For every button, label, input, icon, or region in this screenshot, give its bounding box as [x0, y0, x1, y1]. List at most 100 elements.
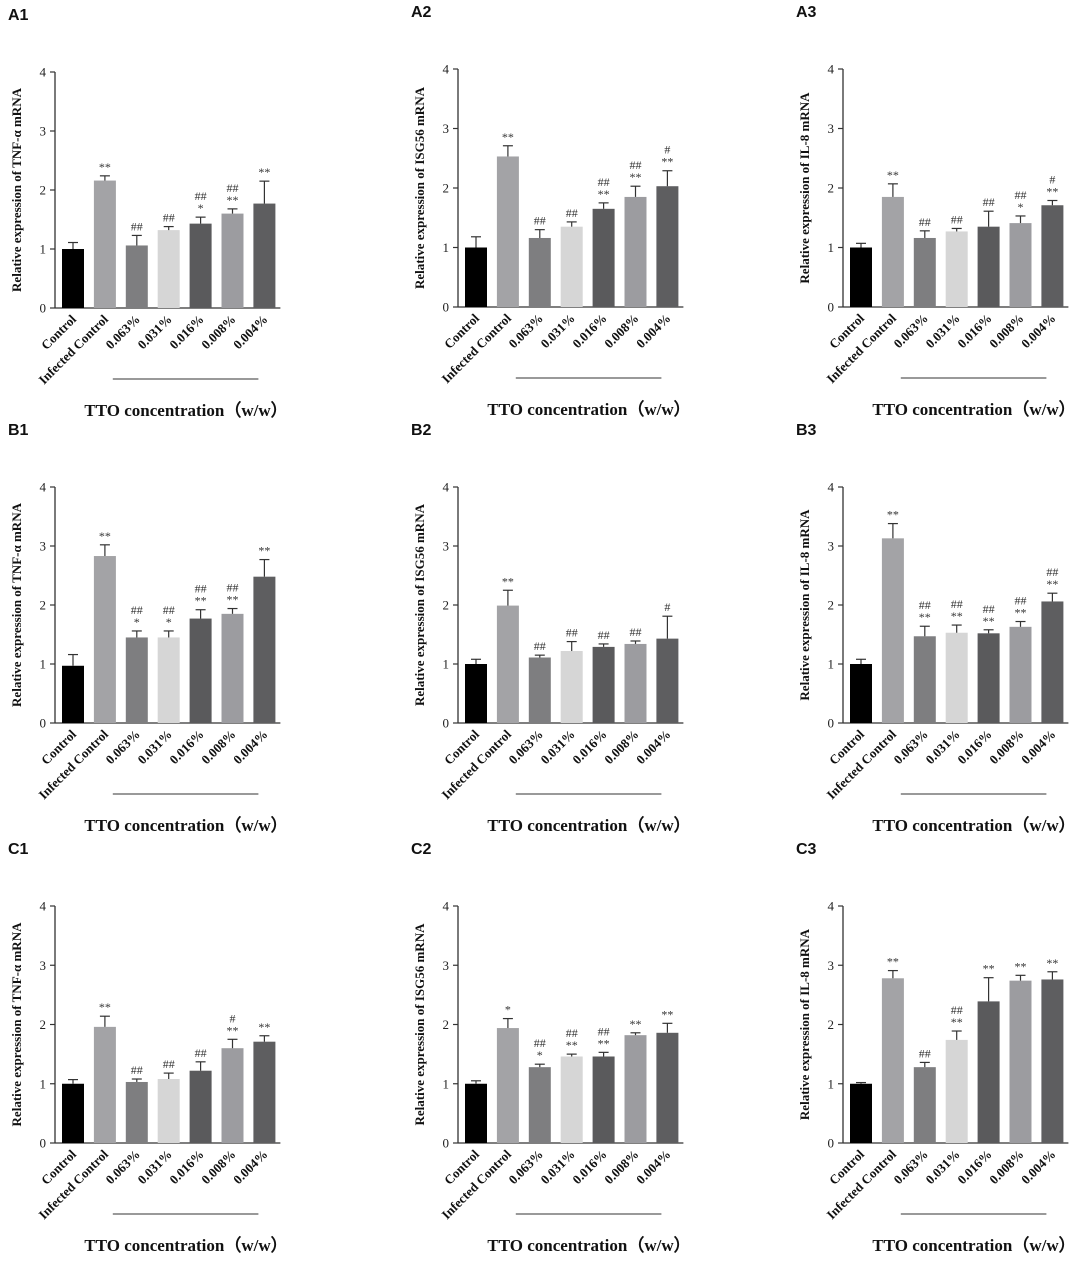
bar	[592, 646, 615, 723]
significance-label: ##	[919, 598, 931, 612]
bar	[913, 636, 936, 723]
y-tick-label: 3	[40, 539, 47, 554]
x-tick-label: 0.031%	[134, 1147, 174, 1187]
significance-label: **	[258, 1020, 270, 1034]
bar	[93, 556, 116, 723]
y-tick-label: 1	[828, 240, 835, 255]
bar	[125, 637, 148, 723]
significance-label: **	[258, 165, 270, 179]
significance-label: *	[166, 615, 172, 629]
y-tick-label: 0	[40, 301, 47, 316]
panel-c2: C2 0 1 2 3 4 Relative expression of ISG56 mRNA…	[411, 841, 691, 1255]
x-tick-label: 0.031%	[922, 311, 962, 351]
y-axis-label: Relative expression of ISG56 mRNA	[412, 503, 427, 706]
y-tick-label: 2	[443, 181, 450, 196]
y-tick-label: 1	[40, 1076, 47, 1091]
panel-b1: B1 0 1 2 3 4 Relative expression of TNF-α mRNA…	[8, 422, 288, 835]
panel-label: A1	[8, 7, 29, 24]
significance-label: **	[919, 610, 931, 624]
significance-label: **	[951, 1015, 963, 1029]
x-axis-title: TTO concentration（w/w）	[84, 400, 287, 420]
x-tick-label: 0.063%	[890, 727, 930, 767]
x-tick-label: 0.004%	[633, 727, 673, 767]
bar	[253, 1041, 276, 1143]
significance-label: #	[664, 143, 670, 157]
bar	[465, 664, 487, 723]
x-tick-label: 0.004%	[1018, 311, 1058, 351]
bar	[656, 186, 679, 307]
bar	[1041, 979, 1064, 1143]
significance-label: ##	[951, 597, 963, 611]
significance-label: ##	[919, 215, 931, 229]
x-tick-label: 0.016%	[569, 1147, 609, 1187]
significance-label: #	[230, 1011, 236, 1025]
x-tick-label: 0.031%	[537, 727, 577, 767]
x-tick-label: 0.031%	[134, 727, 174, 767]
x-tick-label: 0.016%	[954, 311, 994, 351]
bar	[850, 1083, 872, 1143]
x-tick-label: 0.063%	[102, 312, 142, 352]
panel-label: B2	[411, 422, 432, 439]
significance-label: *	[537, 1048, 543, 1062]
bar	[93, 180, 116, 308]
y-tick-label: 0	[443, 716, 450, 731]
significance-label: *	[1018, 200, 1024, 214]
x-tick-label: 0.004%	[230, 1147, 270, 1187]
bar	[528, 657, 551, 723]
bar	[945, 1039, 968, 1143]
bar	[624, 643, 647, 723]
bar	[913, 237, 936, 307]
bar	[1009, 626, 1032, 723]
x-tick-label: 0.004%	[230, 312, 270, 352]
x-tick-label: 0.016%	[954, 1147, 994, 1187]
significance-label: ##	[983, 602, 995, 616]
significance-label: ##	[195, 582, 207, 596]
y-tick-label: 2	[828, 181, 835, 196]
x-tick-label: 0.063%	[890, 1147, 930, 1187]
bar	[465, 1083, 487, 1143]
significance-label: ##	[534, 639, 546, 653]
x-tick-label: 0.008%	[986, 311, 1026, 351]
x-tick-label: 0.016%	[569, 727, 609, 767]
y-tick-label: 3	[443, 539, 450, 554]
bar	[93, 1026, 116, 1143]
y-tick-label: 3	[40, 958, 47, 973]
significance-label: **	[887, 508, 899, 522]
significance-label: **	[887, 168, 899, 182]
x-tick-label: 0.031%	[922, 727, 962, 767]
panel-a2: A2 0 1 2 3 4 Relative expression of ISG56 mRNA…	[411, 4, 691, 419]
significance-label: **	[258, 544, 270, 558]
significance-label: ##	[630, 158, 642, 172]
y-tick-label: 2	[828, 1017, 835, 1032]
x-axis-title: TTO concentration（w/w）	[487, 399, 690, 419]
bar	[850, 247, 872, 307]
y-tick-label: 0	[828, 300, 835, 315]
significance-label: ##	[951, 1003, 963, 1017]
significance-label: **	[566, 1038, 578, 1052]
x-axis-title: TTO concentration（w/w）	[487, 815, 690, 835]
y-axis-label: Relative expression of ISG56 mRNA	[412, 923, 427, 1126]
y-tick-label: 3	[828, 539, 835, 554]
y-axis-label: Relative expression of TNF-α mRNA	[9, 87, 24, 292]
significance-label: #	[1049, 172, 1055, 186]
y-tick-label: 4	[40, 65, 47, 80]
significance-label: ##	[598, 1024, 610, 1038]
y-tick-label: 1	[828, 657, 835, 672]
significance-label: **	[227, 193, 239, 207]
x-tick-label: 0.004%	[1018, 727, 1058, 767]
x-axis-title: TTO concentration（w/w）	[872, 1235, 1075, 1255]
bar	[977, 633, 1000, 723]
panel-a1: A1 0 1 2 3 4 Relative expression of TNF-α mRNA…	[8, 7, 288, 420]
y-tick-label: 2	[443, 598, 450, 613]
x-tick-label: 0.031%	[537, 1147, 577, 1187]
panel-a3: A3 0 1 2 3 4 Relative expression of IL-8 mRNA *…	[796, 4, 1076, 419]
significance-label: **	[1046, 184, 1058, 198]
bar	[850, 664, 872, 723]
y-tick-label: 4	[828, 899, 835, 914]
significance-label: **	[983, 614, 995, 628]
significance-label: ##	[919, 1046, 931, 1060]
y-axis-label: Relative expression of TNF-α mRNA	[9, 922, 24, 1127]
significance-label: ##	[163, 1057, 175, 1071]
significance-label: **	[598, 187, 610, 201]
significance-label: ##	[227, 581, 239, 595]
